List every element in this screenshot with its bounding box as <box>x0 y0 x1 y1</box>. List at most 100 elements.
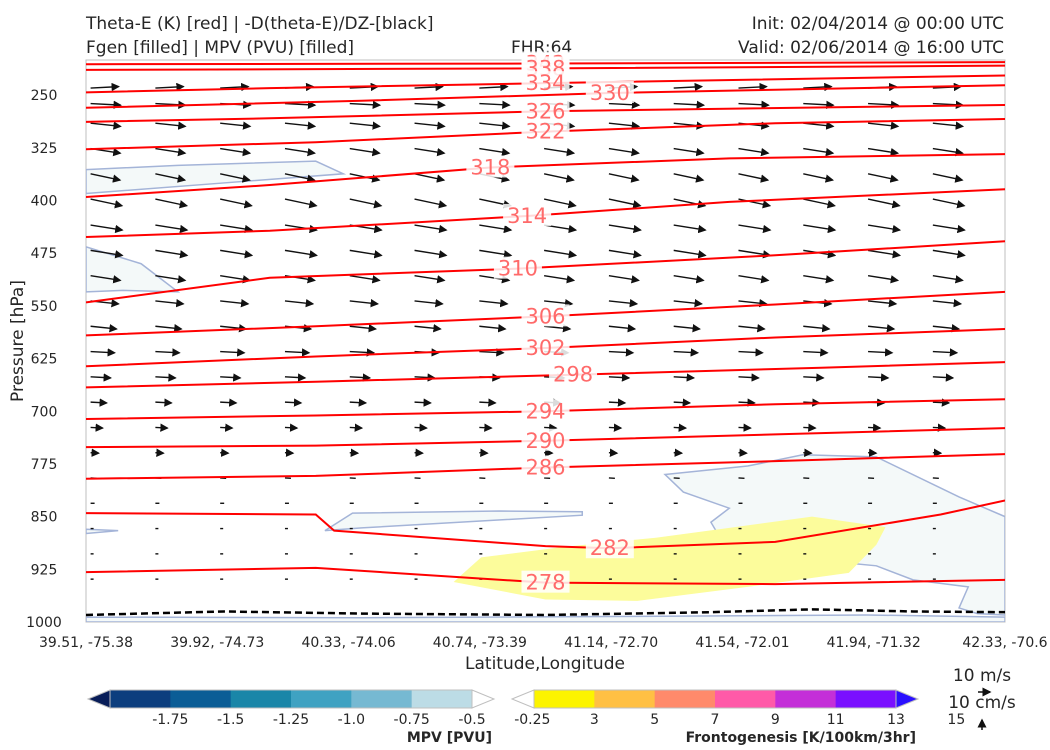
vector-arrow <box>867 173 899 183</box>
vector-arrow <box>479 82 509 92</box>
mpv-region <box>86 160 347 195</box>
vector-arrow <box>90 348 116 357</box>
vector-arrow <box>414 198 448 209</box>
vector-arrow <box>479 147 511 157</box>
mpv-region <box>324 510 584 532</box>
vector-arrow <box>479 423 493 432</box>
vector-arrow <box>90 249 124 259</box>
vector-arrow <box>414 324 442 333</box>
vector-arrow <box>608 173 640 183</box>
vector-arrow <box>738 348 764 357</box>
vector-arrow <box>543 173 575 183</box>
vector-arrow <box>867 298 898 308</box>
vector-arrow <box>608 121 641 130</box>
vector-arrow <box>932 423 947 432</box>
vector-arrow <box>868 348 894 357</box>
x-tick-label: 41.54, -72.01 <box>695 635 789 651</box>
vector-arrow <box>220 398 238 407</box>
vector-arrow <box>803 348 829 357</box>
vector-arrow <box>155 324 183 333</box>
vector-arrow <box>803 373 825 382</box>
y-tick-label: 850 <box>31 510 58 526</box>
colorbar-segment <box>411 690 473 708</box>
vector-arrow <box>220 147 252 157</box>
vector-arrow <box>284 298 315 308</box>
vector-arrow <box>932 324 961 333</box>
vector-arrow <box>738 100 770 109</box>
contour-label-bg <box>521 428 570 451</box>
vector-arrow <box>544 249 578 259</box>
x-tick-label: 42.33, -70.6 <box>962 635 1047 651</box>
contour-label-bg <box>585 81 634 104</box>
vector-arrow <box>544 147 576 157</box>
vector-arrow <box>479 249 513 259</box>
vector-arrow <box>608 298 639 308</box>
vector-arrow <box>608 423 623 432</box>
vector-arrow <box>867 224 902 234</box>
vector-arrow <box>738 147 770 157</box>
vector-arrow <box>608 100 641 109</box>
y-tick-label: 475 <box>31 246 58 262</box>
x-axis-label: Latitude,Longitude <box>465 654 625 674</box>
mpv-region <box>86 246 181 293</box>
contour-label-bg <box>521 99 570 122</box>
contour-label: 302 <box>525 336 565 360</box>
colorbar-segment <box>170 690 232 708</box>
vector-arrow <box>803 274 835 284</box>
vector-arrow <box>414 173 446 183</box>
vector-arrow <box>414 224 448 234</box>
colorbar-segment <box>534 690 595 708</box>
colorbar-segment <box>230 690 292 708</box>
theta-e-contour <box>86 103 1005 123</box>
vector-arrow <box>608 348 635 357</box>
x-tick-label: 39.51, -75.38 <box>39 635 133 651</box>
vector-arrow <box>155 423 169 432</box>
vector-arrow <box>220 298 250 308</box>
vector-key-u-label: 10 m/s <box>953 666 1011 686</box>
colorbar-tick-label: 15 <box>947 712 965 728</box>
colorbar-segment <box>835 690 897 708</box>
vector-arrow <box>673 324 701 333</box>
colorbar-segment <box>471 689 496 709</box>
vector-arrow <box>155 198 189 209</box>
vector-arrow <box>90 121 122 130</box>
y-tick-label: 625 <box>31 352 58 368</box>
vector-arrow <box>738 173 770 183</box>
vector-arrow <box>803 100 835 109</box>
vector-arrow <box>673 398 692 407</box>
x-tick-label: 40.33, -74.06 <box>302 635 396 651</box>
vector-arrow <box>349 121 381 130</box>
vector-arrow <box>284 198 318 209</box>
y-tick-label: 250 <box>31 88 58 104</box>
vector-arrow <box>867 198 901 209</box>
vector-arrow <box>479 324 507 333</box>
vector-arrow <box>738 398 756 407</box>
colorbar-tick-label: 13 <box>887 712 905 728</box>
vector-arrow <box>479 224 513 234</box>
vector-arrow <box>349 373 372 382</box>
vector-arrow <box>932 298 963 308</box>
contour-label-bg <box>521 119 570 142</box>
vector-arrow <box>932 348 959 357</box>
vector-arrow <box>867 274 900 284</box>
vector-arrow <box>544 324 572 333</box>
contour-label-bg <box>521 570 570 593</box>
vector-arrow <box>220 249 254 259</box>
colorbar-tick-label: -1.75 <box>152 712 188 728</box>
contour-label-bg <box>521 455 570 478</box>
vector-arrow <box>284 147 316 157</box>
contour-label: 290 <box>525 429 565 453</box>
vector-arrow <box>932 121 965 130</box>
vector-arrow <box>90 373 112 382</box>
vector-arrow <box>608 198 642 209</box>
mpv-region <box>86 528 119 535</box>
vector-arrow <box>673 274 705 284</box>
vector-arrow <box>220 173 251 183</box>
contour-label: 282 <box>590 536 630 560</box>
vector-arrow <box>932 173 964 183</box>
contour-label-bg <box>493 256 542 279</box>
vector-arrow <box>349 274 381 284</box>
vector-arrow <box>867 249 902 259</box>
vector-arrow <box>608 324 637 333</box>
